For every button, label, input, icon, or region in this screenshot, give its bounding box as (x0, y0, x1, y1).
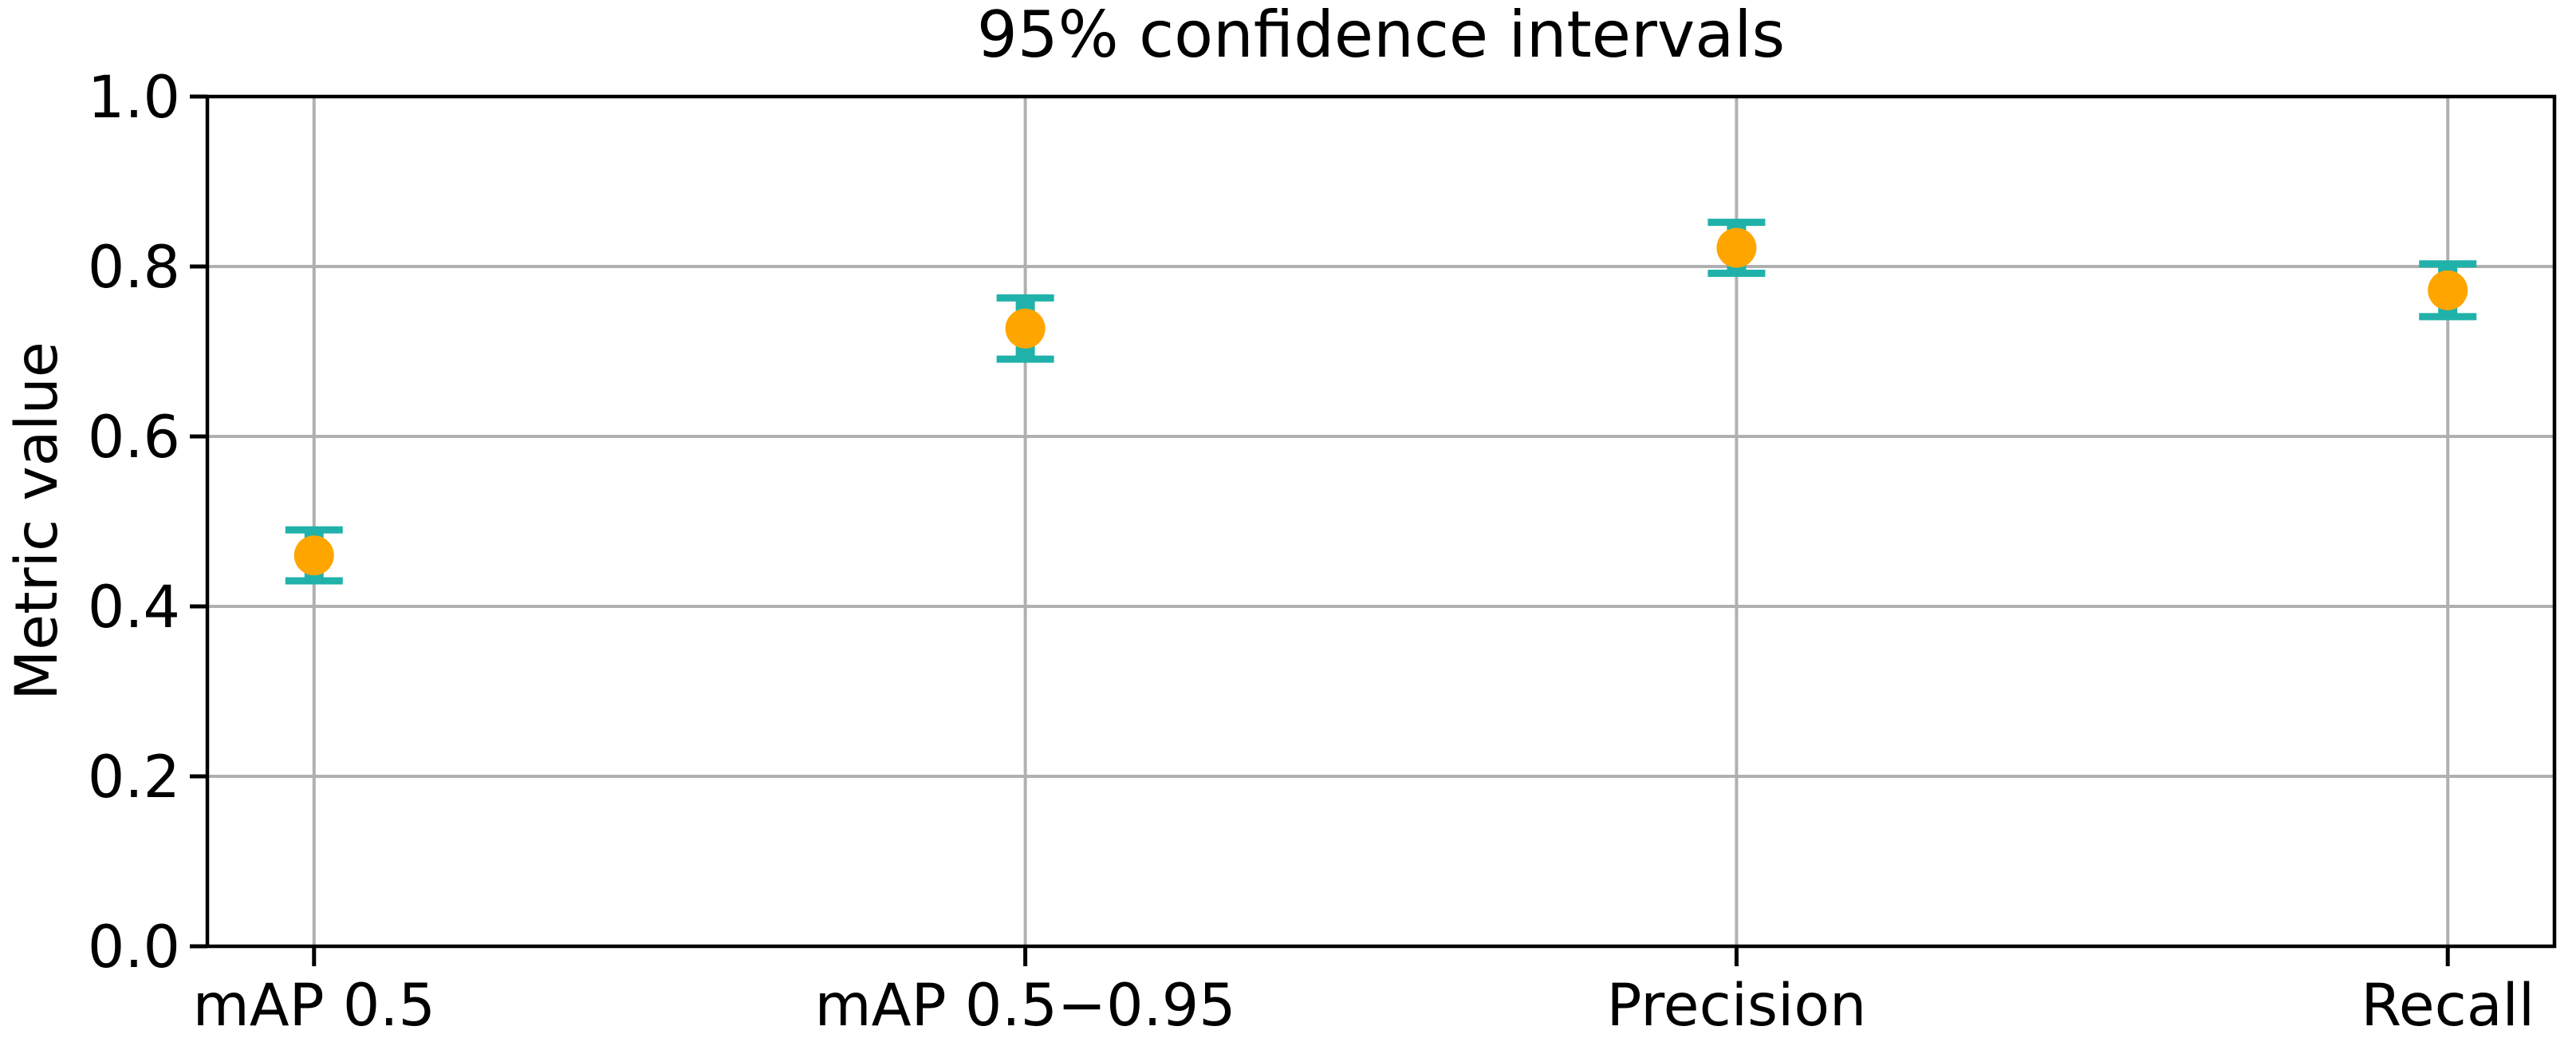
x-tick-label: Precision (1607, 972, 1867, 1040)
data-point-marker (293, 535, 334, 576)
data-point-marker (2428, 270, 2468, 310)
y-tick-label: 0.2 (88, 744, 180, 811)
y-tick-label: 0.6 (88, 404, 180, 472)
y-tick-label: 0.0 (88, 914, 180, 981)
y-tick-label: 1.0 (88, 64, 180, 132)
chart-title: 95% confidence intervals (976, 0, 1786, 72)
x-tick-label: mAP 0.5−0.95 (815, 972, 1236, 1040)
x-tick-label: Recall (2361, 972, 2535, 1040)
y-tick-label: 0.8 (88, 234, 180, 302)
x-tick-label: mAP 0.5 (193, 972, 435, 1040)
plot-border (205, 94, 2557, 949)
data-point-marker (1005, 308, 1046, 349)
y-tick-label: 0.4 (88, 574, 180, 641)
data-point-marker (1716, 227, 1757, 268)
